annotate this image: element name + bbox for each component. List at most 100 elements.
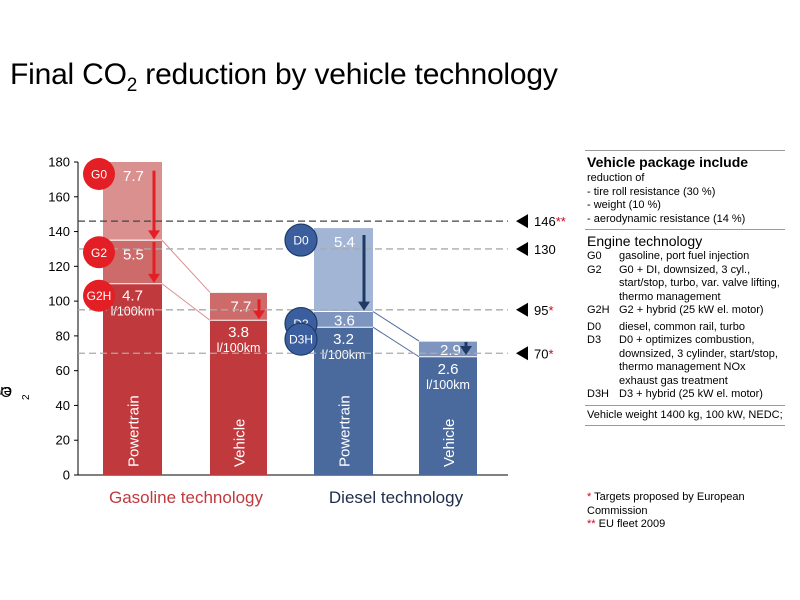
bar-gasoline-vehicle: 7.7 3.8l/100km Vehicle [210, 291, 267, 475]
vehicle-note-section: Vehicle weight 1400 kg, 100 kW, NEDC; [585, 404, 785, 426]
technology-marker-label: G2H [87, 289, 112, 303]
connector-line [372, 326, 420, 358]
reduction-arrow-head-icon [460, 346, 472, 356]
y-tick-label: 140 [48, 224, 70, 239]
technology-marker [83, 236, 115, 269]
y-tick-label: 60 [56, 363, 70, 378]
y-tick-label: 0 [63, 468, 70, 483]
engine-code: G0 [587, 250, 602, 262]
engine-row: G2 G0 + DI, downsized, 3 cyl., start/stop… [587, 264, 783, 305]
category-label: Powertrain [337, 395, 354, 467]
engine-code: G2H [587, 304, 610, 316]
engine-desc: D3 + hybrid (25 kW el. motor) [619, 388, 763, 400]
technology-marker-label: G2 [91, 246, 107, 260]
connector-line [161, 283, 211, 321]
reduction-arrow-head-icon [148, 273, 160, 283]
reference-label: 130 [534, 242, 556, 257]
reduction-arrow-head-icon [148, 230, 160, 240]
reduction-arrow-head-icon [358, 301, 370, 311]
engine-code: D3 [587, 334, 602, 346]
reference-label: 146** [534, 214, 566, 229]
reference-note: ** [556, 214, 566, 229]
technology-marker [83, 279, 115, 312]
reference-arrow-icon [516, 241, 528, 256]
slide-title: Final CO2 reduction by vehicle technolog… [10, 58, 558, 97]
engine-code: D0 [587, 320, 602, 333]
y-tick-label: 80 [56, 328, 70, 343]
segment-value-label: 7.7 [231, 298, 252, 315]
group-label: Diesel technology [329, 488, 464, 507]
category-label: Powertrain [126, 395, 143, 467]
reduction-arrow-head-icon [253, 310, 265, 320]
engine-row: D3H D3 + hybrid (25 kW el. motor) [587, 388, 783, 402]
category-label: Vehicle [441, 419, 458, 467]
engine-row: G2H G2 + hybrid (25 kW el. motor) [587, 304, 783, 318]
reference-note: * [548, 346, 553, 361]
reference-arrow-icon [516, 214, 528, 229]
chart: 0204060801001201401601807.75.54.7l/100km… [48, 155, 566, 508]
base-value-label: 4.7 [122, 288, 143, 305]
bar-base-segment [210, 320, 267, 475]
base-unit-label: l/100km [111, 305, 155, 319]
footnote-star: ** [587, 518, 596, 530]
engine-technology-section: Engine technology G0 gasoline, port fuel … [585, 229, 785, 405]
segment-value-label: 2.9 [440, 342, 461, 359]
title-subscript: 2 [126, 75, 138, 96]
reference-arrow-icon [516, 302, 528, 317]
package-item: - aerodynamic resistance (14 %) [587, 212, 746, 225]
title-rest: reduction by vehicle technology [137, 58, 558, 91]
footnote-eu-fleet: ** EU fleet 2009 [587, 518, 787, 532]
engine-desc: diesel, common rail, turbo [619, 320, 745, 333]
reference-arrow-icon [516, 346, 528, 361]
reference-note: * [548, 303, 553, 318]
title-main: Final CO [10, 58, 127, 91]
engine-row: D3 D0 + optimizes combustion, downsized, … [587, 334, 783, 388]
package-item: reduction of [587, 172, 645, 184]
bar-base-segment [419, 356, 477, 475]
vehicle-package-title: Vehicle package include [587, 154, 749, 170]
technology-marker-label: G0 [91, 168, 107, 182]
engine-code: G2 [587, 263, 602, 276]
bar-diesel-vehicle: 2.9 2.6l/100km Vehicle [419, 340, 477, 475]
reference-label: 95* [534, 303, 554, 318]
bar-reduction-segment [314, 311, 373, 328]
y-tick-label: 160 [48, 189, 70, 204]
footnote-text: Targets proposed by European Commission [587, 491, 745, 517]
base-value-label: 3.2 [333, 331, 354, 348]
connector-line [161, 239, 211, 293]
engine-row: G0 gasoline, port fuel injection [587, 250, 783, 264]
y-tick-label: 40 [56, 398, 70, 413]
y-tick-label: 180 [48, 155, 70, 170]
segment-value-label: 7.7 [123, 168, 144, 185]
bar-base-segment [103, 283, 162, 475]
technology-marker-label: D0 [293, 234, 309, 248]
y-tick-label: 120 [48, 259, 70, 274]
technology-marker-label: D3H [289, 333, 313, 347]
category-label: Vehicle [232, 419, 249, 467]
bar-base-segment [314, 327, 373, 475]
reference-label: 70* [534, 346, 554, 361]
vehicle-package-section: Vehicle package include reduction of - t… [585, 150, 785, 229]
base-unit-label: l/100km [426, 378, 470, 392]
y-tick-label: 20 [56, 433, 70, 448]
footnotes: * Targets proposed by European Commissio… [587, 491, 787, 532]
base-unit-label: l/100km [217, 341, 261, 355]
connector-line [372, 311, 420, 342]
footnote-targets: * Targets proposed by European Commissio… [587, 491, 787, 518]
footnote-text: EU fleet 2009 [595, 518, 666, 530]
engine-code: D3H [587, 388, 610, 400]
vehicle-note: Vehicle weight 1400 kg, 100 kW, NEDC; [587, 408, 783, 421]
base-value-label: 2.6 [438, 361, 459, 378]
engine-desc: D0 + optimizes combustion, downsized, 3 … [619, 334, 778, 387]
y-tick-label: 100 [48, 294, 70, 309]
engine-desc: gasoline, port fuel injection [619, 250, 750, 262]
segment-value-label: 3.6 [334, 313, 355, 330]
technology-marker [284, 322, 318, 356]
group-label: Gasoline technology [109, 488, 264, 507]
footnote-star: * [587, 491, 592, 503]
segment-value-label: 5.4 [334, 234, 355, 251]
legend-panel: Vehicle package include reduction of - t… [585, 150, 785, 426]
technology-marker [83, 158, 115, 190]
base-value-label: 3.8 [228, 324, 249, 341]
engine-technology-title: Engine technology [587, 233, 703, 249]
